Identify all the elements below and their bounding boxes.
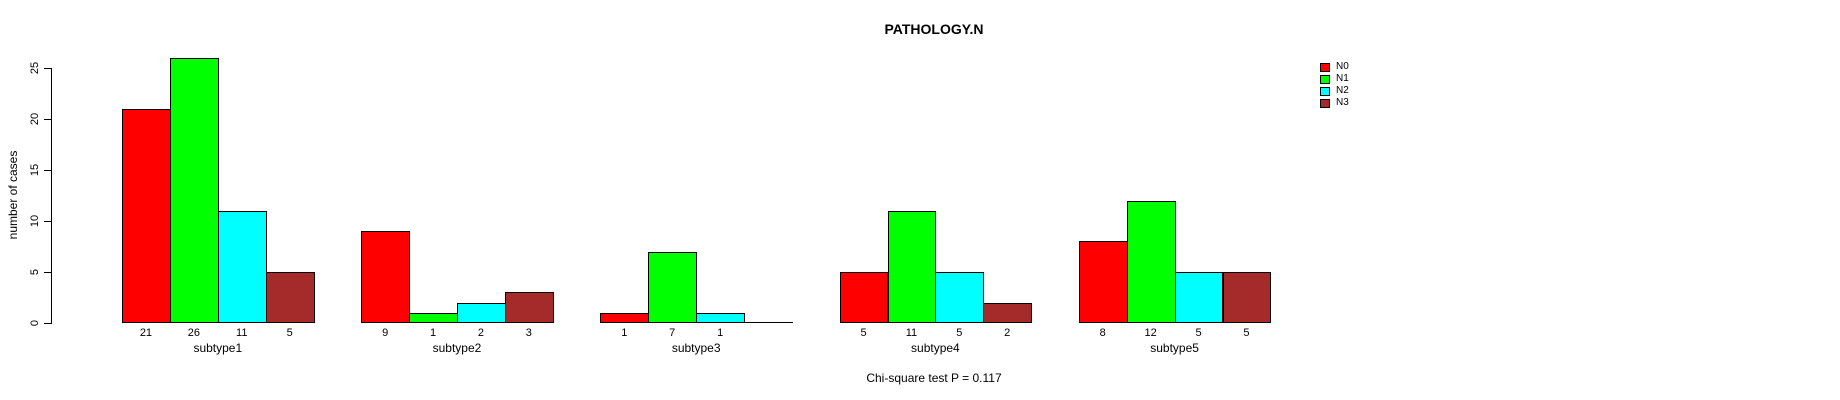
bar-value-label: 11 — [236, 327, 248, 339]
bar-n0-subtype4 — [839, 272, 889, 323]
legend-label-n1: N1 — [1336, 73, 1349, 84]
bar-n3-subtype2 — [504, 292, 554, 323]
category-label-subtype5: subtype5 — [1150, 341, 1199, 355]
legend-swatch-n3 — [1320, 98, 1330, 108]
bar-n2-subtype5 — [1174, 272, 1224, 323]
chart-title: PATHOLOGY.N — [884, 21, 984, 37]
bar-value-label: 3 — [525, 327, 532, 339]
legend-item-n2: N2 — [1320, 85, 1349, 97]
bar-value-label: 8 — [1099, 327, 1106, 339]
bar-n2-subtype4 — [935, 272, 985, 323]
legend-swatch-n2 — [1320, 86, 1330, 96]
bar-value-label: 5 — [286, 327, 293, 339]
category-label-subtype2: subtype2 — [432, 341, 482, 355]
bar-n3-subtype3-zero — [744, 322, 793, 323]
y-tick-mark — [44, 68, 51, 69]
bar-value-label: 5 — [1243, 327, 1250, 339]
legend-item-n0: N0 — [1320, 61, 1349, 73]
legend-swatch-n0 — [1320, 62, 1330, 72]
y-tick-mark — [44, 272, 51, 273]
legend-swatch-n1 — [1320, 74, 1330, 84]
bar-value-label: 5 — [860, 327, 867, 339]
bar-n1-subtype2 — [409, 312, 458, 323]
bar-value-label: 12 — [1144, 327, 1157, 339]
y-tick-mark — [44, 119, 51, 120]
bar-value-label: 5 — [956, 327, 963, 339]
y-axis-title: number of cases — [6, 150, 20, 240]
bar-value-label: 21 — [139, 327, 153, 339]
bar-n0-subtype5 — [1078, 241, 1128, 323]
bar-n1-subtype3 — [648, 251, 698, 323]
bar-n0-subtype2 — [361, 231, 411, 323]
y-tick-label: 15 — [29, 163, 41, 177]
bar-value-label: 2 — [477, 327, 484, 339]
category-label-subtype4: subtype4 — [911, 341, 960, 355]
bar-n2-subtype1 — [217, 210, 267, 323]
bar-value-label: 7 — [669, 327, 676, 339]
bar-value-label: 2 — [1004, 327, 1011, 339]
y-tick-label: 10 — [29, 214, 41, 228]
legend-label-n2: N2 — [1336, 85, 1349, 96]
bar-n3-subtype4 — [983, 302, 1033, 323]
bar-value-label: 1 — [717, 327, 724, 339]
legend: N0 N1 N2 N3 — [1320, 61, 1349, 109]
bar-n1-subtype5 — [1126, 200, 1176, 323]
category-label-subtype3: subtype3 — [671, 341, 721, 355]
bar-value-label: 1 — [621, 327, 628, 339]
bar-n3-subtype5 — [1222, 272, 1272, 323]
bar-n0-subtype3 — [600, 312, 650, 323]
y-tick-mark — [44, 170, 51, 171]
bar-n1-subtype1 — [169, 57, 219, 323]
bar-value-label: 1 — [429, 327, 437, 339]
bar-n2-subtype3 — [696, 312, 746, 323]
y-axis-line — [51, 68, 52, 324]
legend-item-n1: N1 — [1320, 73, 1349, 85]
bar-value-label: 5 — [1195, 327, 1202, 339]
bar-n0-subtype1 — [122, 108, 171, 323]
chi-square-annotation: Chi-square test P = 0.117 — [866, 371, 1002, 385]
bar-n2-subtype2 — [457, 302, 506, 323]
y-tick-label: 20 — [29, 112, 41, 126]
bar-n1-subtype4 — [887, 210, 937, 323]
y-tick-mark — [44, 221, 51, 222]
y-tick-label: 0 — [29, 319, 41, 327]
y-tick-label: 25 — [29, 61, 41, 75]
legend-label-n3: N3 — [1336, 97, 1349, 108]
y-tick-label: 5 — [29, 268, 41, 276]
y-tick-mark — [44, 323, 51, 324]
legend-label-n0: N0 — [1336, 61, 1349, 72]
category-label-subtype1: subtype1 — [193, 341, 243, 355]
bar-value-label: 9 — [382, 327, 389, 339]
bar-value-label: 11 — [905, 327, 918, 339]
legend-item-n3: N3 — [1320, 97, 1349, 109]
bar-value-label: 26 — [187, 327, 200, 339]
bar-n3-subtype1 — [265, 272, 315, 323]
